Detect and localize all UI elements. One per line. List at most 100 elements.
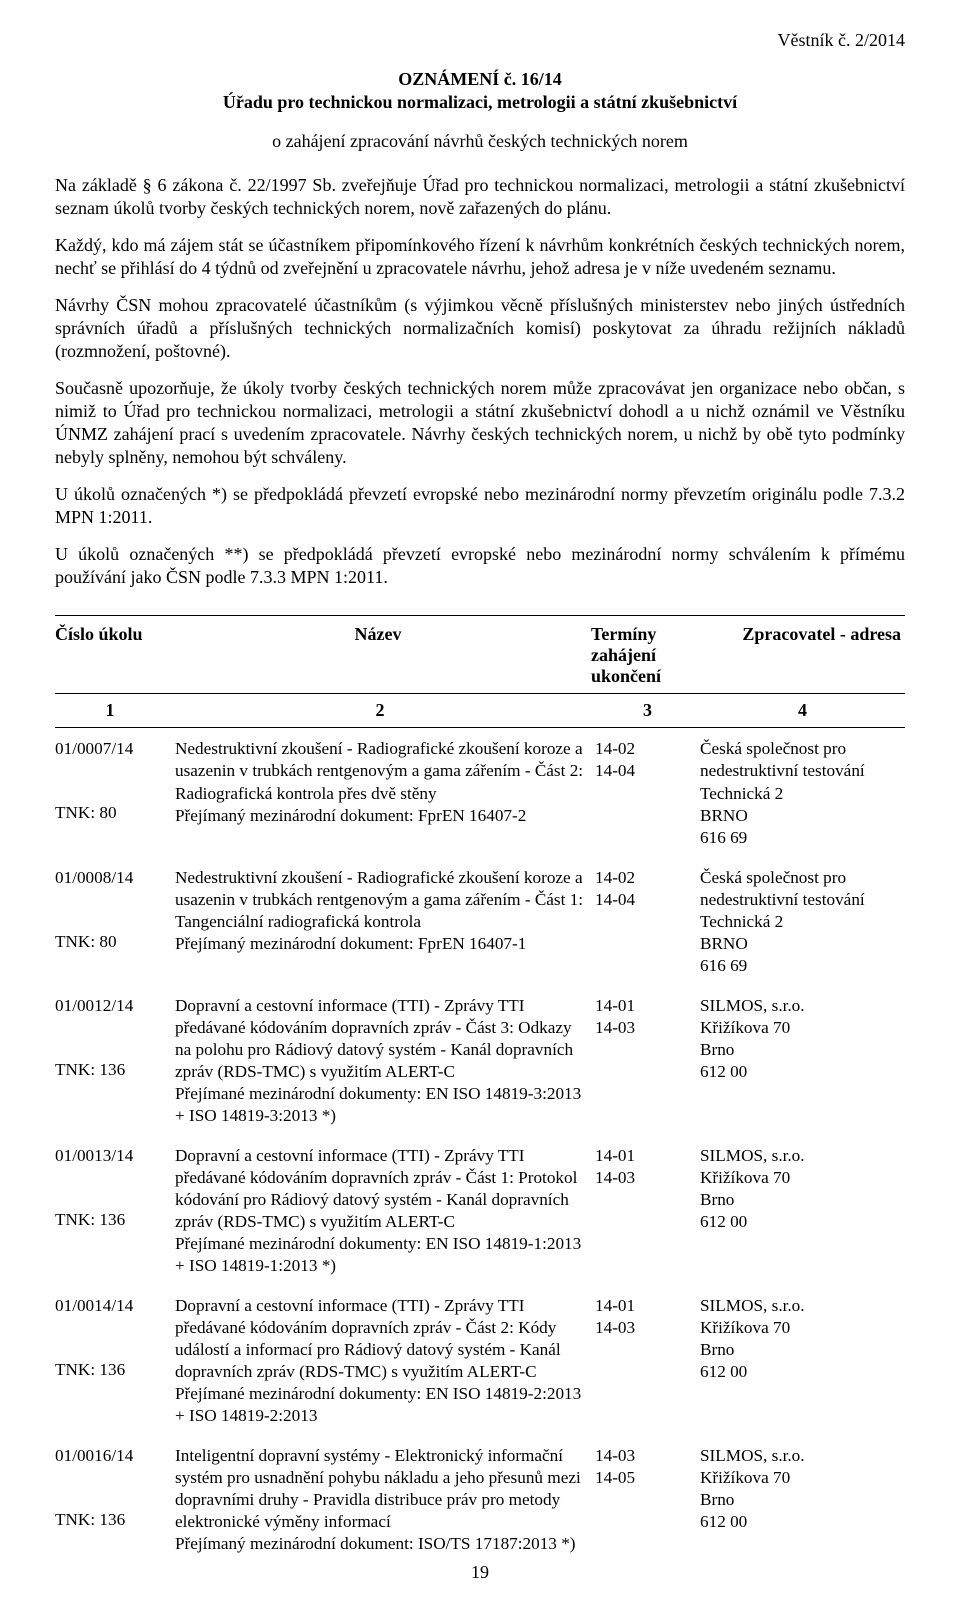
paragraph-5: U úkolů označených **) se předpokládá př… [55, 543, 905, 589]
tnk-code: TNK: 136 [55, 1359, 165, 1381]
term-end: 14-05 [595, 1467, 700, 1489]
cell-task-id: 01/0013/14 TNK: 136 [55, 1145, 165, 1277]
processor-line: 612 00 [700, 1211, 905, 1233]
task-doc: Přejímaný mezinárodní dokument: FprEN 16… [175, 805, 585, 827]
processor-line: SILMOS, s.r.o. [700, 1445, 905, 1467]
cell-name: Dopravní a cestovní informace (TTI) - Zp… [165, 995, 595, 1127]
term-start: 14-01 [595, 1145, 700, 1167]
colnum-1: 1 [55, 700, 165, 721]
tnk-code: TNK: 80 [55, 802, 165, 824]
cell-task-id: 01/0014/14 TNK: 136 [55, 1295, 165, 1427]
th-task-number: Číslo úkolu [55, 624, 165, 687]
term-end: 14-03 [595, 1167, 700, 1189]
th-processor: Zpracovatel - adresa [696, 624, 905, 687]
task-doc: Přejímaný mezinárodní dokument: ISO/TS 1… [175, 1533, 585, 1555]
processor-line: nedestruktivní testování [700, 760, 905, 782]
paragraph-3: Současně upozorňuje, že úkoly tvorby čes… [55, 377, 905, 469]
cell-task-id: 01/0007/14TNK: 80 [55, 738, 165, 848]
processor-line: Brno [700, 1339, 905, 1361]
tnk-code: TNK: 136 [55, 1509, 165, 1531]
term-start: 14-01 [595, 995, 700, 1017]
processor-line: Technická 2 [700, 911, 905, 933]
table-header-row: Číslo úkolu Název Termíny zahájení ukonč… [55, 615, 905, 694]
paragraph-2: Návrhy ČSN mohou zpracovatelé účastníkům… [55, 294, 905, 363]
table-row: 01/0008/14 TNK: 80 Nedestruktivní zkoušení… [55, 857, 905, 985]
processor-line: 612 00 [700, 1511, 905, 1533]
colnum-2: 2 [165, 700, 595, 721]
cell-processor: Česká společnost pronedestruktivní testo… [700, 867, 905, 977]
cell-terms: 14-0214-04 [595, 867, 700, 977]
processor-line: Křižíkova 70 [700, 1167, 905, 1189]
processor-line: nedestruktivní testování [700, 889, 905, 911]
cell-task-id: 01/0008/14 TNK: 80 [55, 867, 165, 977]
cell-name: Nedestruktivní zkoušení - Radiografické … [165, 738, 595, 848]
term-start: 14-03 [595, 1445, 700, 1467]
processor-line: Křižíkova 70 [700, 1317, 905, 1339]
th-terms: Termíny zahájení ukončení [591, 624, 696, 687]
task-doc: Přejímaný mezinárodní dokument: FprEN 16… [175, 933, 585, 955]
processor-line: BRNO [700, 933, 905, 955]
processor-line: Brno [700, 1039, 905, 1061]
column-number-row: 1 2 3 4 [55, 694, 905, 728]
th-terms-line1: Termíny [591, 624, 696, 645]
processor-line: Technická 2 [700, 783, 905, 805]
announcement-number: OZNÁMENÍ č. 16/14 [55, 69, 905, 90]
term-start: 14-02 [595, 867, 700, 889]
colnum-3: 3 [595, 700, 700, 721]
task-id: 01/0013/14 [55, 1145, 165, 1167]
term-end: 14-04 [595, 760, 700, 782]
colnum-4: 4 [700, 700, 905, 721]
office-line: Úřadu pro technickou normalizaci, metrol… [55, 92, 905, 113]
term-end: 14-03 [595, 1317, 700, 1339]
processor-line: SILMOS, s.r.o. [700, 995, 905, 1017]
task-id: 01/0008/14 [55, 867, 165, 889]
processor-line: SILMOS, s.r.o. [700, 1145, 905, 1167]
processor-line: Brno [700, 1189, 905, 1211]
cell-terms: 14-0114-03 [595, 995, 700, 1127]
processor-line: 612 00 [700, 1361, 905, 1383]
cell-processor: Česká společnost pronedestruktivní testo… [700, 738, 905, 848]
tnk-code: TNK: 136 [55, 1209, 165, 1231]
cell-task-id: 01/0016/14 TNK: 136 [55, 1445, 165, 1555]
processor-line: 616 69 [700, 955, 905, 977]
table-row: 01/0016/14 TNK: 136 Inteligentní dopravní … [55, 1435, 905, 1563]
basis-paragraph: Na základě § 6 zákona č. 22/1997 Sb. zve… [55, 174, 905, 220]
term-end: 14-04 [595, 889, 700, 911]
cell-terms: 14-0114-03 [595, 1145, 700, 1277]
processor-line: BRNO [700, 805, 905, 827]
cell-task-id: 01/0012/14TNK: 136 [55, 995, 165, 1127]
th-terms-line2: zahájení [591, 645, 696, 666]
task-doc: Přejímané mezinárodní dokumenty: EN ISO … [175, 1233, 585, 1277]
paragraph-4: U úkolů označených *) se předpokládá pře… [55, 483, 905, 529]
task-name: Nedestruktivní zkoušení - Radiografické … [175, 738, 585, 804]
processor-line: Křižíkova 70 [700, 1467, 905, 1489]
tnk-code: TNK: 80 [55, 931, 165, 953]
task-name: Nedestruktivní zkoušení - Radiografické … [175, 867, 585, 933]
th-terms-line3: ukončení [591, 666, 696, 687]
term-start: 14-02 [595, 738, 700, 760]
processor-line: Křižíkova 70 [700, 1017, 905, 1039]
table-body: 01/0007/14TNK: 80Nedestruktivní zkoušení… [55, 728, 905, 1563]
term-start: 14-01 [595, 1295, 700, 1317]
processor-line: Česká společnost pro [700, 867, 905, 889]
task-id: 01/0016/14 [55, 1445, 165, 1467]
cell-name: Dopravní a cestovní informace (TTI) - Zp… [165, 1145, 595, 1277]
processor-line: 612 00 [700, 1061, 905, 1083]
cell-terms: 14-0214-04 [595, 738, 700, 848]
task-doc: Přejímané mezinárodní dokumenty: EN ISO … [175, 1083, 585, 1127]
cell-processor: SILMOS, s.r.o.Křižíkova 70Brno612 00 [700, 1295, 905, 1427]
task-name: Inteligentní dopravní systémy - Elektron… [175, 1445, 585, 1533]
processor-line: Česká společnost pro [700, 738, 905, 760]
table-row: 01/0013/14 TNK: 136Dopravní a cestovní in… [55, 1135, 905, 1285]
processor-line: SILMOS, s.r.o. [700, 1295, 905, 1317]
title-block: OZNÁMENÍ č. 16/14 Úřadu pro technickou n… [55, 69, 905, 113]
task-id: 01/0014/14 [55, 1295, 165, 1317]
cell-processor: SILMOS, s.r.o.Křižíkova 70Brno612 00 [700, 1145, 905, 1277]
table-row: 01/0007/14TNK: 80Nedestruktivní zkoušení… [55, 728, 905, 856]
cell-name: Inteligentní dopravní systémy - Elektron… [165, 1445, 595, 1555]
term-end: 14-03 [595, 1017, 700, 1039]
cell-terms: 14-0114-03 [595, 1295, 700, 1427]
cell-terms: 14-0314-05 [595, 1445, 700, 1555]
task-name: Dopravní a cestovní informace (TTI) - Zp… [175, 995, 585, 1083]
task-name: Dopravní a cestovní informace (TTI) - Zp… [175, 1295, 585, 1383]
